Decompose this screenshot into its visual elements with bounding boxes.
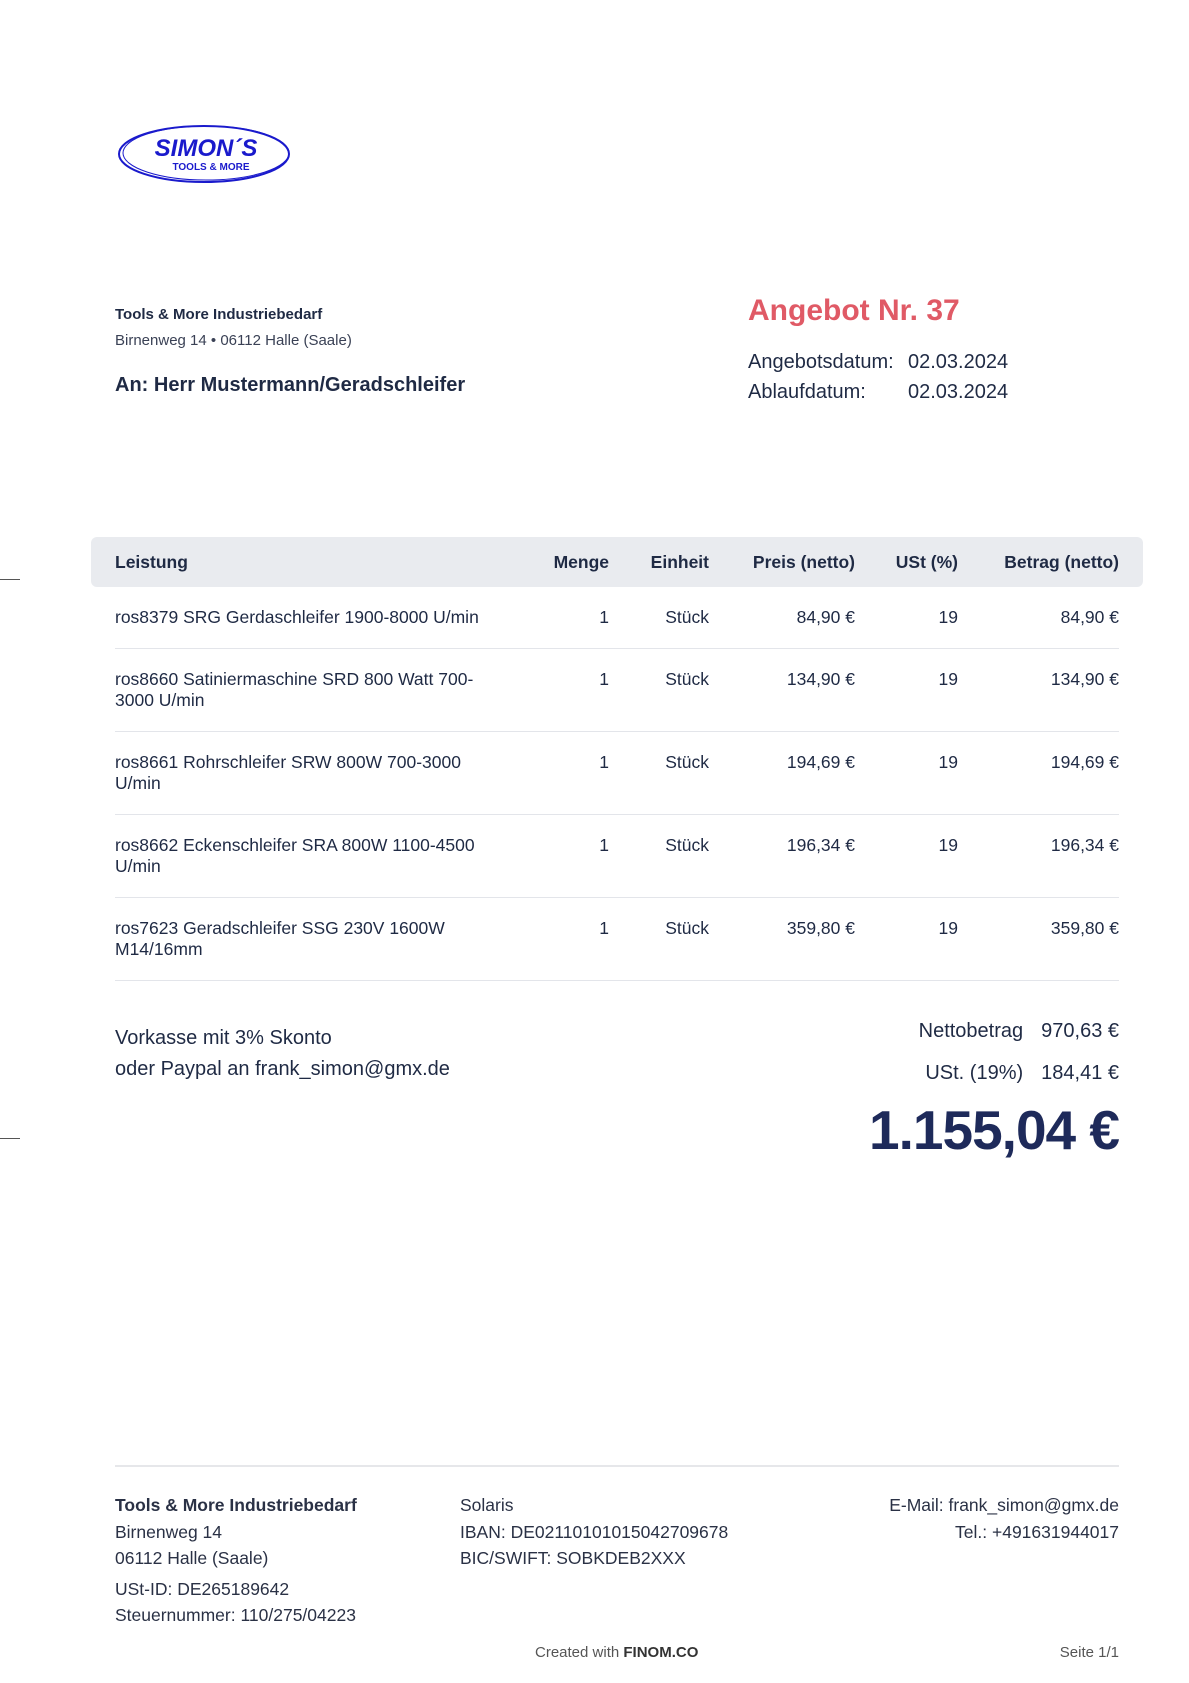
cell-amount: 196,34 € — [1050, 835, 1119, 855]
svg-text:TOOLS & MORE: TOOLS & MORE — [172, 162, 249, 173]
fold-mark — [0, 1138, 20, 1139]
footer-bic: BIC/SWIFT: SOBKDEB2XXX — [460, 1548, 686, 1568]
row-divider — [115, 731, 1119, 732]
cell-amount: 84,90 € — [1060, 607, 1119, 627]
net-value: 970,63 € — [1041, 1020, 1119, 1042]
cell-description: ros8660 Satiniermaschine SRD 800 Watt 70… — [115, 669, 474, 710]
cell-quantity: 1 — [599, 835, 609, 855]
footer-street: Birnenweg 14 — [115, 1521, 223, 1542]
footer-company: Tools & More Industriebedarf Birnenweg 1… — [115, 1492, 357, 1629]
cell-quantity: 1 — [599, 752, 609, 772]
footer-tax-number: Steuernummer: 110/275/04223 — [115, 1605, 356, 1625]
table-header-background — [91, 537, 1143, 587]
header-leistung: Leistung — [115, 552, 188, 572]
created-prefix: Created with — [535, 1644, 620, 1661]
svg-text:SIMON´S: SIMON´S — [155, 135, 258, 162]
cell-description: ros8379 SRG Gerdaschleifer 1900-8000 U/m… — [115, 607, 479, 627]
offer-date: 02.03.2024 — [908, 351, 1009, 373]
cell-price: 196,34 € — [786, 835, 855, 855]
vat-value: 184,41 € — [1041, 1062, 1119, 1084]
page-number: Seite 1/1 — [1059, 1644, 1119, 1661]
footer-phone: Tel.: +491631944017 — [955, 1521, 1119, 1542]
expiry-date: 02.03.2024 — [908, 381, 1009, 403]
header-preis: Preis (netto) — [752, 552, 855, 572]
cell-amount: 194,69 € — [1050, 752, 1119, 772]
grand-total: 1.155,04 € — [869, 1099, 1120, 1161]
cell-unit: Stück — [665, 669, 709, 689]
expiry-date-label: Ablaufdatum: — [748, 381, 866, 403]
sender-street: Birnenweg 14 — [115, 332, 207, 349]
footer-contact: E-Mail: frank_simon@gmx.de Tel.: +491631… — [889, 1492, 1119, 1545]
recipient: An: Herr Mustermann/Geradschleifer — [115, 374, 466, 396]
sender-city: 06112 Halle (Saale) — [220, 332, 352, 349]
payment-line-2: oder Paypal an frank_simon@gmx.de — [115, 1058, 450, 1080]
cell-unit: Stück — [665, 918, 709, 938]
cell-price: 134,90 € — [786, 669, 855, 689]
cell-quantity: 1 — [599, 669, 609, 689]
separator-dot: • — [210, 332, 217, 349]
offer-title: Angebot Nr. 37 — [748, 294, 960, 327]
cell-description: ros8662 Eckenschleifer SRA 800W 1100-450… — [115, 835, 475, 876]
cell-unit: Stück — [665, 607, 709, 627]
sender-name: Tools & More Industriebedarf — [115, 306, 323, 323]
header-betrag: Betrag (netto) — [1004, 552, 1119, 572]
header-menge: Menge — [553, 552, 609, 572]
cell-description: ros7623 Geradschleifer SSG 230V 1600W M1… — [115, 918, 445, 959]
row-divider — [115, 980, 1119, 981]
net-label: Nettobetrag — [918, 1020, 1024, 1042]
header-ust: USt (%) — [895, 552, 958, 572]
payment-line-1: Vorkasse mit 3% Skonto — [115, 1027, 332, 1049]
cell-unit: Stück — [665, 835, 709, 855]
header-einheit: Einheit — [650, 552, 709, 572]
footer-email: E-Mail: frank_simon@gmx.de — [889, 1495, 1119, 1515]
footer-company-name: Tools & More Industriebedarf — [115, 1495, 357, 1515]
finom-link[interactable]: FINOM.CO — [623, 1644, 699, 1661]
offer-dates: Angebotsdatum: 02.03.2024 Ablaufdatum: 02.… — [748, 347, 1008, 407]
cell-vat: 19 — [938, 835, 958, 855]
cell-amount: 359,80 € — [1050, 918, 1119, 938]
cell-description: ros8661 Rohrschleifer SRW 800W 700-3000 … — [115, 752, 461, 793]
cell-vat: 19 — [938, 607, 958, 627]
footer-bank: Solaris IBAN: DE02110101015042709678 BIC… — [460, 1492, 728, 1572]
cell-quantity: 1 — [599, 607, 609, 627]
vat-label: USt. (19%) — [925, 1062, 1024, 1084]
cell-amount: 134,90 € — [1050, 669, 1119, 689]
net-total: Nettobetrag 970,63 € — [919, 1020, 1119, 1043]
cell-vat: 19 — [938, 669, 958, 689]
cell-vat: 19 — [938, 918, 958, 938]
cell-price: 194,69 € — [786, 752, 855, 772]
row-divider — [115, 814, 1119, 815]
fold-mark — [0, 579, 20, 580]
cell-price: 84,90 € — [796, 607, 855, 627]
offer-date-label: Angebotsdatum: — [748, 351, 894, 373]
footer-iban: IBAN: DE02110101015042709678 — [460, 1521, 729, 1542]
row-divider — [115, 897, 1119, 898]
company-logo: SIMON´S TOOLS & MORE — [118, 125, 290, 183]
vat-total: USt. (19%) 184,41 € — [925, 1062, 1119, 1085]
cell-unit: Stück — [665, 752, 709, 772]
row-divider — [115, 648, 1119, 649]
created-with: Created with FINOM.CO — [535, 1644, 698, 1661]
footer-bank-name: Solaris — [460, 1495, 514, 1515]
cell-vat: 19 — [938, 752, 958, 772]
footer-divider — [115, 1465, 1119, 1467]
footer-vat-id: USt-ID: DE265189642 — [115, 1578, 290, 1599]
cell-quantity: 1 — [599, 918, 609, 938]
footer-city: 06112 Halle (Saale) — [115, 1548, 269, 1568]
payment-terms: Vorkasse mit 3% Skonto oder Paypal an fr… — [115, 1023, 450, 1085]
sender-address: Birnenweg 14 • 06112 Halle (Saale) — [115, 332, 352, 349]
cell-price: 359,80 € — [786, 918, 855, 938]
